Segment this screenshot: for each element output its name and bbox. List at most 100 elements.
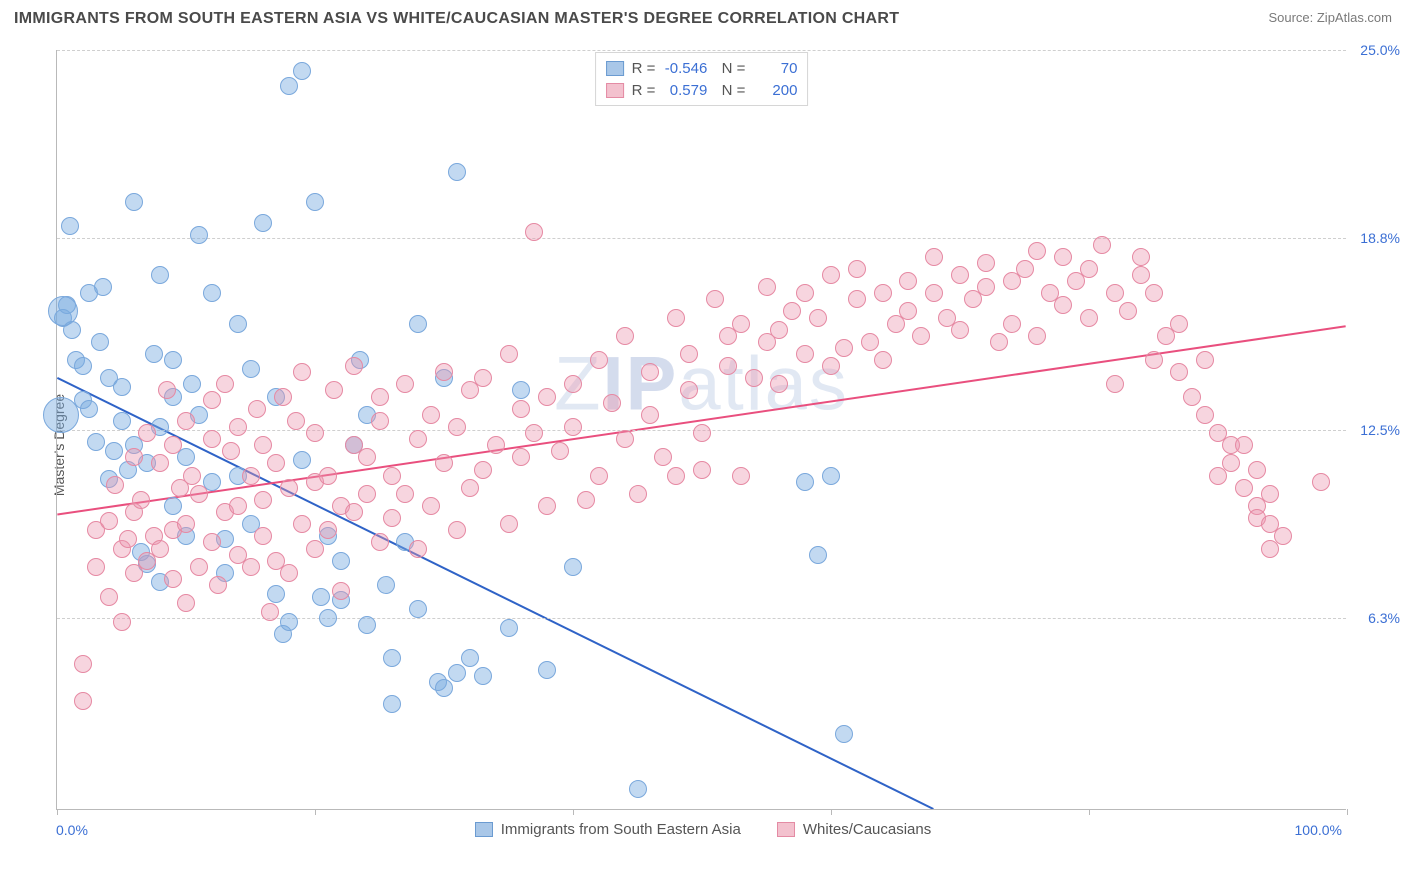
data-point xyxy=(74,692,92,710)
data-point xyxy=(848,260,866,278)
data-point xyxy=(590,467,608,485)
data-point xyxy=(500,345,518,363)
x-tick xyxy=(1089,809,1090,815)
data-point xyxy=(377,576,395,594)
data-point xyxy=(358,485,376,503)
data-point xyxy=(732,315,750,333)
data-point xyxy=(74,357,92,375)
data-point xyxy=(899,272,917,290)
data-point xyxy=(1119,302,1137,320)
data-point xyxy=(835,725,853,743)
data-point xyxy=(874,284,892,302)
data-point xyxy=(474,369,492,387)
data-point xyxy=(145,345,163,363)
source-credit: Source: ZipAtlas.com xyxy=(1268,10,1392,25)
data-point xyxy=(1016,260,1034,278)
data-point xyxy=(1003,315,1021,333)
data-point xyxy=(242,467,260,485)
data-point xyxy=(990,333,1008,351)
data-point xyxy=(745,369,763,387)
data-point xyxy=(125,448,143,466)
data-point xyxy=(183,467,201,485)
data-point xyxy=(261,603,279,621)
data-point xyxy=(87,433,105,451)
data-point xyxy=(474,461,492,479)
data-point xyxy=(138,424,156,442)
data-point xyxy=(229,497,247,515)
data-point xyxy=(125,193,143,211)
data-point xyxy=(422,406,440,424)
data-point xyxy=(177,412,195,430)
data-point xyxy=(164,497,182,515)
data-point xyxy=(383,467,401,485)
data-point xyxy=(512,400,530,418)
y-tick-label: 12.5% xyxy=(1350,422,1400,438)
data-point xyxy=(371,388,389,406)
data-point xyxy=(641,406,659,424)
data-point xyxy=(319,521,337,539)
data-point xyxy=(435,679,453,697)
data-point xyxy=(1054,248,1072,266)
series-legend: Immigrants from South Eastern AsiaWhites… xyxy=(14,821,1392,838)
data-point xyxy=(1170,315,1188,333)
data-point xyxy=(1261,485,1279,503)
data-point xyxy=(1054,296,1072,314)
data-point xyxy=(1235,436,1253,454)
data-point xyxy=(396,375,414,393)
data-point xyxy=(132,491,150,509)
data-point xyxy=(409,540,427,558)
data-point xyxy=(113,378,131,396)
chart-container: Master's Degree ZIPatlas R = -0.546 N = … xyxy=(14,50,1392,840)
data-point xyxy=(371,533,389,551)
data-point xyxy=(190,558,208,576)
data-point xyxy=(448,163,466,181)
data-point xyxy=(770,321,788,339)
data-point xyxy=(151,454,169,472)
data-point xyxy=(242,360,260,378)
data-point xyxy=(254,527,272,545)
data-point xyxy=(732,467,750,485)
data-point xyxy=(1093,236,1111,254)
x-tick xyxy=(573,809,574,815)
source-link[interactable]: ZipAtlas.com xyxy=(1317,10,1392,25)
x-tick xyxy=(1347,809,1348,815)
legend-row: R = 0.579 N = 200 xyxy=(606,79,798,101)
data-point xyxy=(1196,406,1214,424)
data-point xyxy=(177,515,195,533)
data-point xyxy=(796,284,814,302)
data-point xyxy=(487,436,505,454)
data-point xyxy=(616,430,634,448)
data-point xyxy=(758,278,776,296)
data-point xyxy=(1222,454,1240,472)
data-point xyxy=(680,381,698,399)
data-point xyxy=(603,394,621,412)
data-point xyxy=(925,284,943,302)
data-point xyxy=(100,512,118,530)
data-point xyxy=(951,321,969,339)
data-point xyxy=(319,609,337,627)
data-point xyxy=(512,448,530,466)
data-point xyxy=(409,600,427,618)
data-point xyxy=(977,254,995,272)
data-point xyxy=(861,333,879,351)
data-point xyxy=(203,430,221,448)
data-point xyxy=(822,357,840,375)
data-point xyxy=(551,442,569,460)
legend-stats: R = 0.579 N = 200 xyxy=(632,82,798,99)
data-point xyxy=(209,576,227,594)
data-point xyxy=(770,375,788,393)
data-point xyxy=(203,391,221,409)
data-point xyxy=(822,266,840,284)
data-point xyxy=(113,412,131,430)
data-point xyxy=(74,655,92,673)
data-point xyxy=(409,430,427,448)
data-point xyxy=(1196,351,1214,369)
data-point xyxy=(48,296,78,326)
legend-swatch xyxy=(475,822,493,837)
data-point xyxy=(448,418,466,436)
data-point xyxy=(1312,473,1330,491)
data-point xyxy=(1145,284,1163,302)
data-point xyxy=(267,585,285,603)
data-point xyxy=(977,278,995,296)
series-legend-item: Immigrants from South Eastern Asia xyxy=(475,821,741,838)
